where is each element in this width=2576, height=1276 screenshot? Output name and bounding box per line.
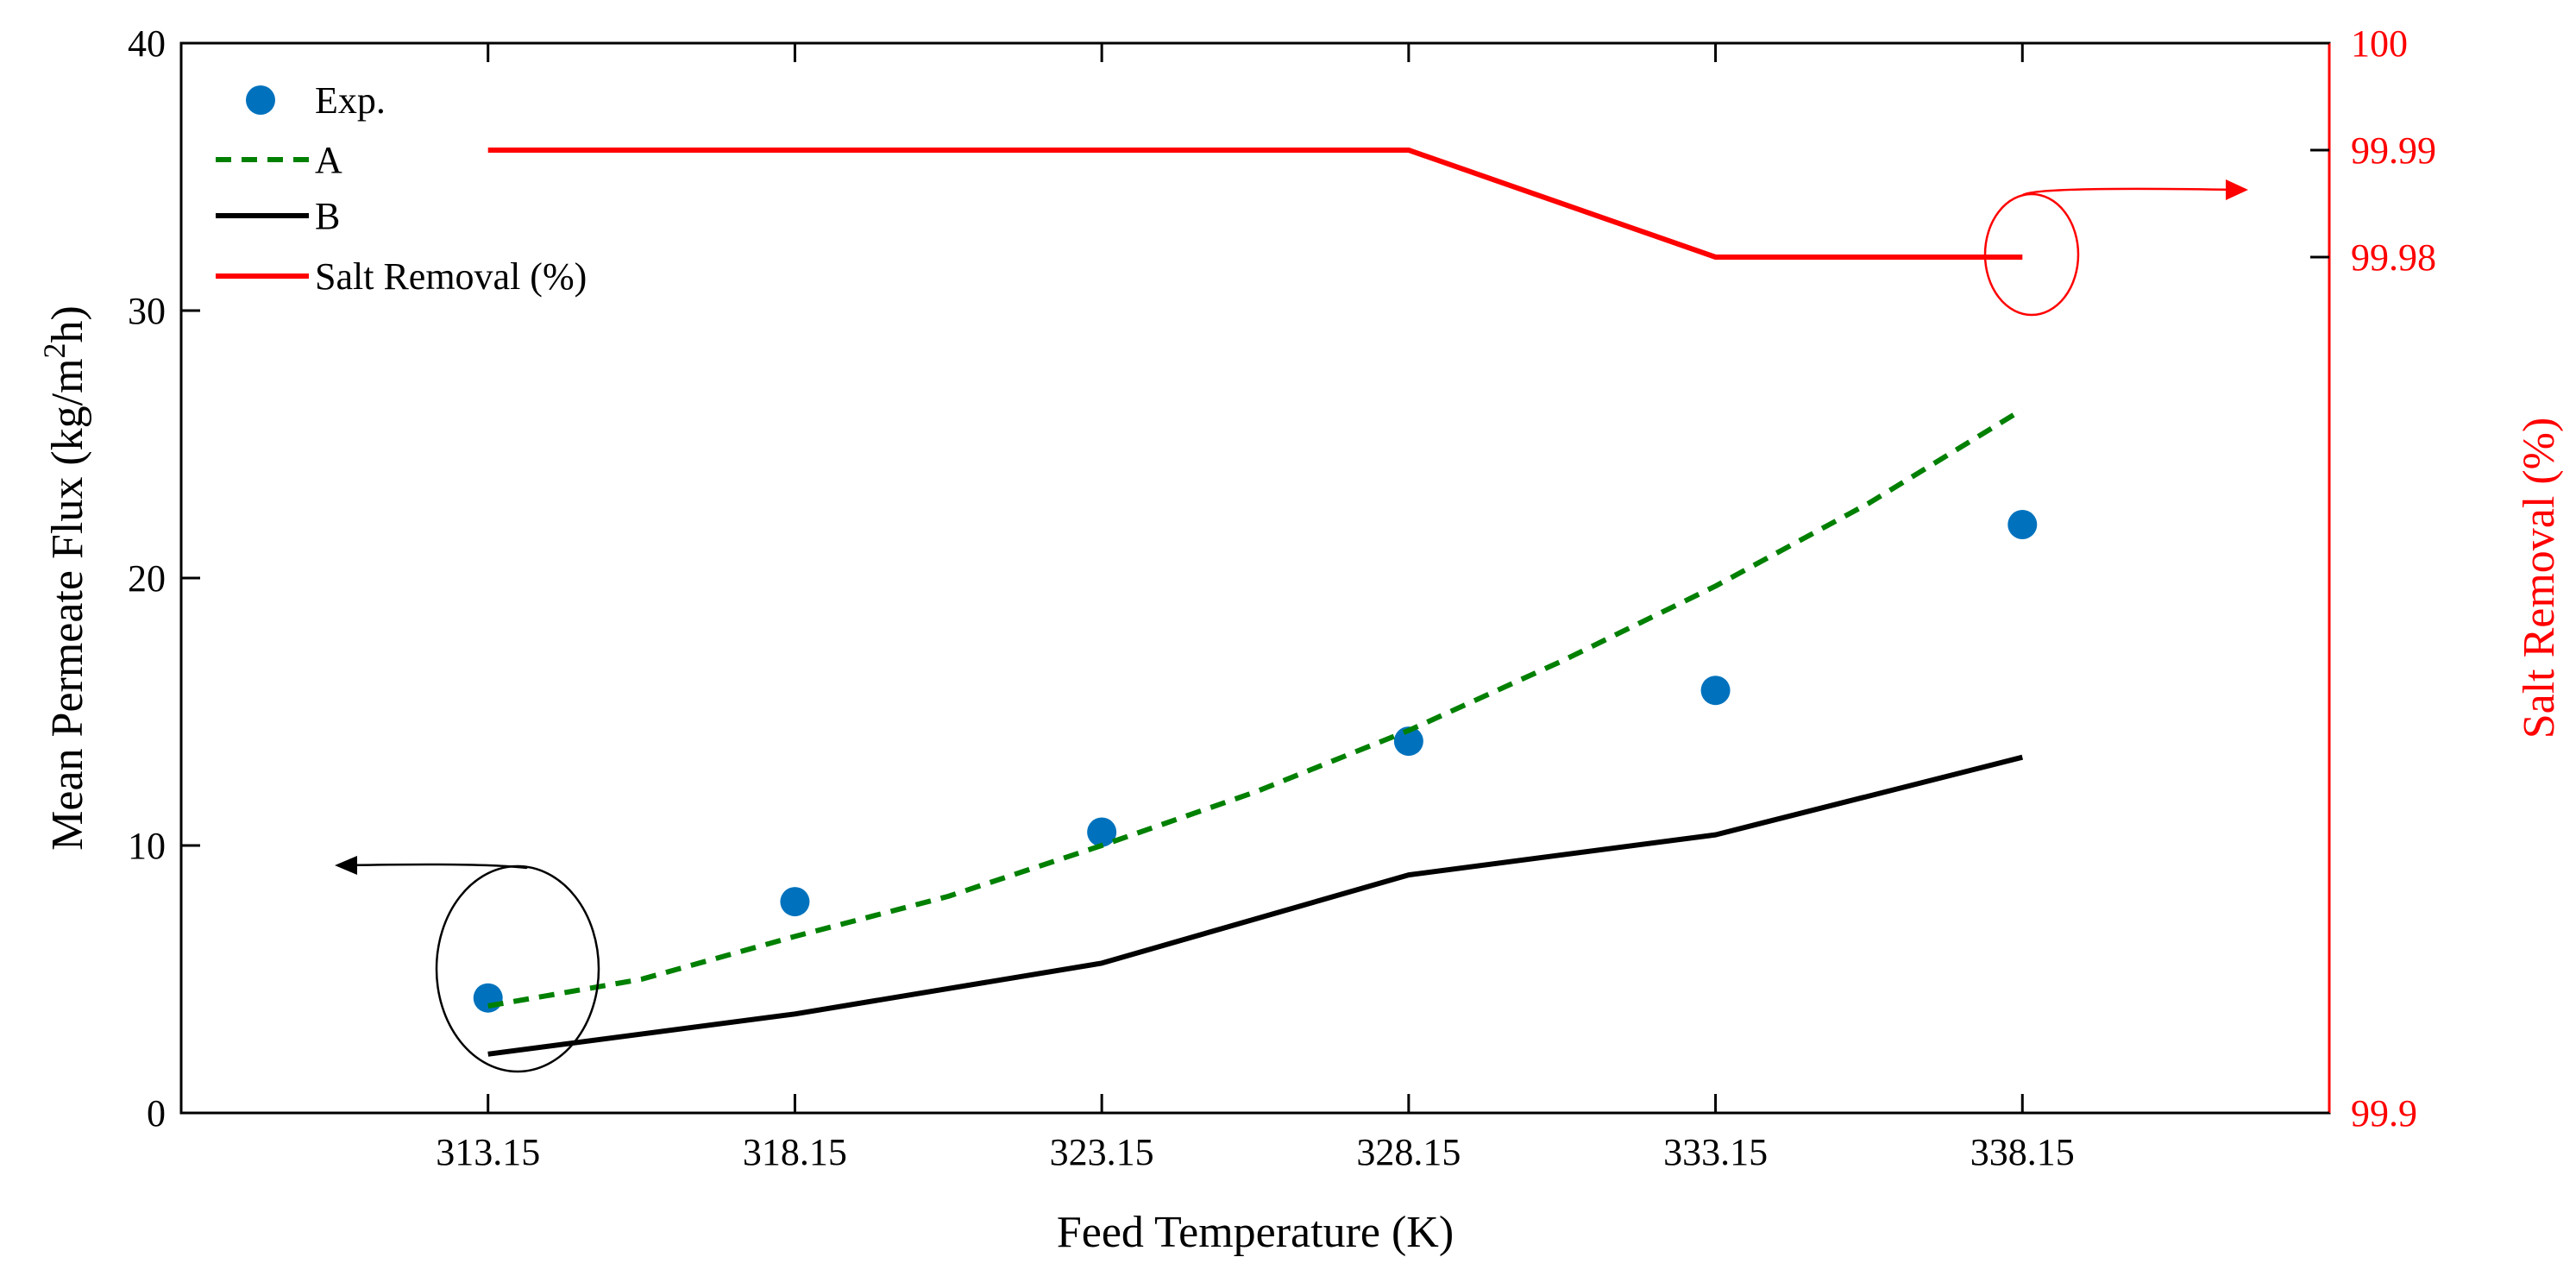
exp-data-point xyxy=(2007,510,2038,539)
legend-salt-label: Salt Removal (%) xyxy=(315,255,587,298)
series-layer xyxy=(473,148,2038,1057)
y-left-tick-label: 0 xyxy=(147,1092,166,1135)
x-ticks: 313.15 318.15 323.15 328.15 333.15 338.15 xyxy=(436,43,2075,1173)
x-tick-label: 318.15 xyxy=(743,1131,847,1173)
y-right-tick-label: 99.99 xyxy=(2351,129,2436,172)
y-axis-label-left: Mean Permeate Flux (kg/m2h) xyxy=(37,305,92,851)
y-left-tick-label: 30 xyxy=(128,290,166,332)
y-axis-label-right: Salt Removal (%) xyxy=(2515,418,2564,739)
right-arrow-head xyxy=(2226,179,2248,200)
series-line-a xyxy=(487,407,2024,1009)
y-left-tick-label: 10 xyxy=(128,825,166,867)
exp-data-point xyxy=(1393,726,1423,757)
x-tick-label: 323.15 xyxy=(1050,1131,1154,1173)
right-series-ellipse xyxy=(1983,192,2080,317)
left-arrow-line xyxy=(346,863,528,870)
exp-data-point xyxy=(780,887,810,917)
annotations xyxy=(335,179,2248,1073)
y-left-tick-label: 20 xyxy=(128,557,166,600)
series-line-b xyxy=(487,754,2024,1057)
legend: Exp. A B Salt Removal (%) xyxy=(216,79,587,298)
exp-data-point xyxy=(1087,817,1117,847)
y-left-ticks: 0 10 20 30 40 xyxy=(128,22,200,1135)
y-right-tick-label: 99.9 xyxy=(2351,1092,2417,1135)
x-tick-label: 333.15 xyxy=(1663,1131,1768,1173)
legend-exp-marker xyxy=(246,85,275,115)
series-line-salt-removal xyxy=(487,148,2023,260)
exp-data-point xyxy=(473,983,503,1013)
y-left-tick-label: 40 xyxy=(128,22,166,65)
y-right-ticks: 99.9 99.98 99.99 100 xyxy=(2310,22,2436,1135)
x-axis-label: Feed Temperature (K) xyxy=(1057,1208,1454,1257)
x-tick-label: 328.15 xyxy=(1356,1131,1461,1173)
x-tick-label: 338.15 xyxy=(1970,1131,2075,1173)
y-right-tick-label: 99.98 xyxy=(2351,236,2436,279)
legend-exp-label: Exp. xyxy=(315,79,386,122)
legend-a-label: A xyxy=(315,139,342,181)
exp-data-point xyxy=(1700,676,1731,706)
legend-b-label: B xyxy=(315,195,340,237)
left-arrow-head xyxy=(335,856,357,875)
y-right-tick-label: 100 xyxy=(2351,22,2408,65)
left-series-ellipse xyxy=(435,864,600,1073)
x-tick-label: 313.15 xyxy=(436,1131,540,1173)
right-arrow-line xyxy=(2022,187,2235,197)
